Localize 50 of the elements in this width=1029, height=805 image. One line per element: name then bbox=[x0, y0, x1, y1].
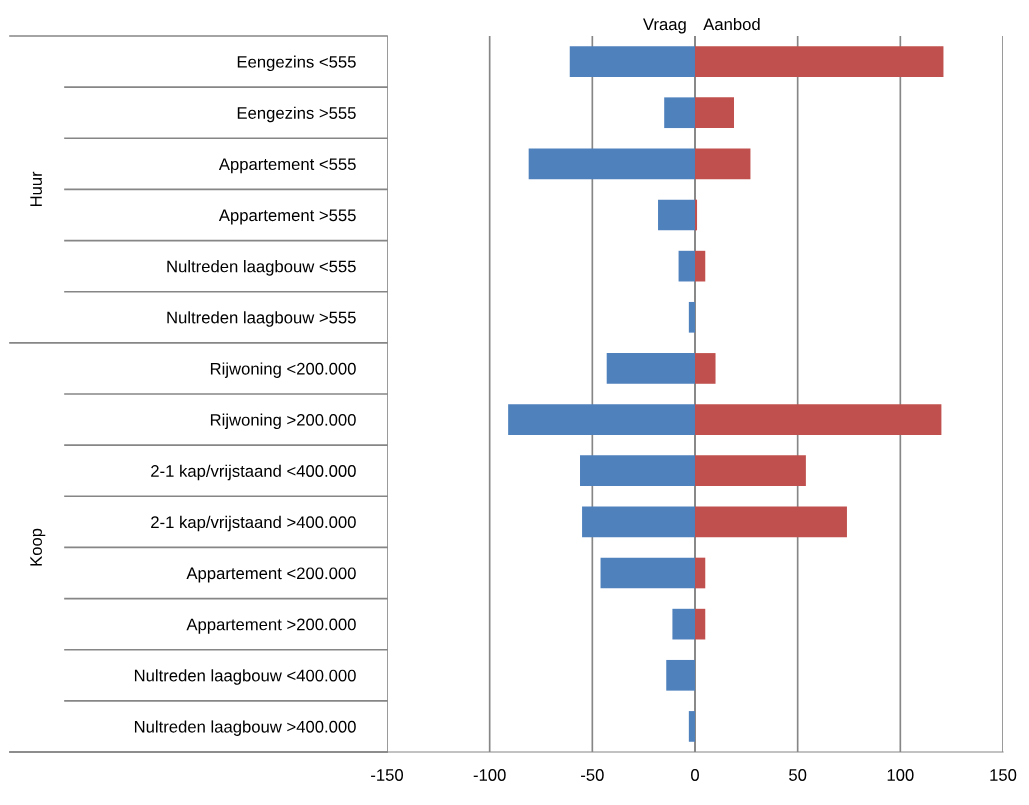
bar bbox=[508, 404, 695, 435]
y-tick-label: Nultreden laagbouw <555 bbox=[167, 260, 356, 276]
y-tick-label: Appartement >555 bbox=[218, 209, 356, 225]
y-tick-label: Eengezins >555 bbox=[237, 106, 356, 123]
series-label: Vraag bbox=[643, 18, 686, 34]
bar bbox=[678, 250, 695, 282]
x-tick-label: -150 bbox=[371, 769, 404, 781]
y-tick-label: Nultreden laagbouw <400.000 bbox=[134, 669, 356, 685]
bar bbox=[695, 97, 735, 129]
bar bbox=[695, 557, 706, 589]
bar bbox=[658, 199, 695, 231]
x-tick-label: 150 bbox=[990, 769, 1017, 781]
bar bbox=[569, 46, 695, 77]
x-tick-label: 100 bbox=[887, 769, 914, 781]
y-tick-label: 2-1 kap/vrijstaand >400.000 bbox=[151, 515, 356, 532]
bar bbox=[695, 46, 944, 77]
y-tick-label: Appartement <555 bbox=[218, 158, 356, 174]
bar bbox=[606, 353, 695, 384]
bar bbox=[664, 97, 695, 129]
y-tick-label: Rijwoning >200.000 bbox=[210, 413, 356, 430]
bar bbox=[695, 199, 698, 231]
bar bbox=[688, 301, 695, 333]
bar bbox=[666, 659, 695, 691]
bar bbox=[580, 455, 695, 487]
y-tick-label: Appartement >200.000 bbox=[186, 618, 356, 634]
bar bbox=[695, 148, 751, 180]
x-tick-label: -100 bbox=[473, 769, 506, 781]
text: Koop bbox=[30, 528, 46, 566]
x-tick-label: 50 bbox=[789, 769, 807, 781]
bar bbox=[582, 506, 695, 538]
y-tick-label: Eengezins <555 bbox=[237, 55, 356, 72]
bar bbox=[695, 506, 847, 538]
bar bbox=[695, 608, 706, 640]
bar bbox=[695, 455, 806, 487]
y-tick-label: Nultreden laagbouw >555 bbox=[167, 311, 356, 327]
bar bbox=[695, 404, 942, 435]
bar bbox=[695, 353, 716, 384]
bar bbox=[528, 148, 695, 180]
y-tick-label: Appartement <200.000 bbox=[186, 567, 356, 583]
bar bbox=[600, 557, 695, 589]
bar bbox=[688, 711, 695, 742]
y-tick-label: Rijwoning <200.000 bbox=[210, 362, 356, 378]
y-tick-label: Nultreden laagbouw >400.000 bbox=[134, 720, 356, 736]
x-tick-label: 0 bbox=[691, 769, 699, 781]
y-tick-label: 2-1 kap/vrijstaand <400.000 bbox=[151, 464, 356, 481]
text: Huur bbox=[30, 171, 42, 207]
bar bbox=[695, 250, 706, 282]
x-tick-label: -50 bbox=[581, 769, 604, 781]
bar bbox=[672, 608, 695, 640]
series-label: Aanbod bbox=[703, 17, 760, 31]
